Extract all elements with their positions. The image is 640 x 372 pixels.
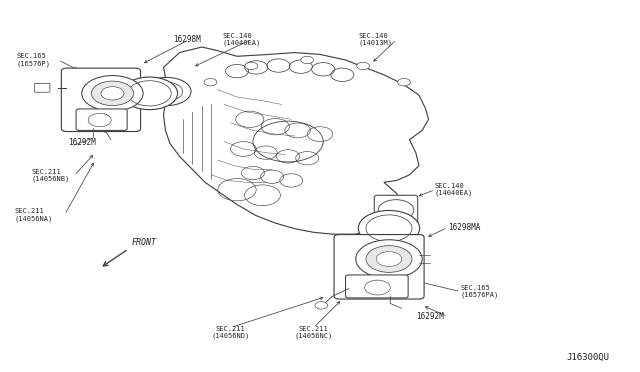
- Circle shape: [358, 211, 420, 246]
- Circle shape: [143, 77, 191, 106]
- Text: SEC.140
(14040EA): SEC.140 (14040EA): [435, 183, 473, 196]
- Text: J16300QU: J16300QU: [566, 353, 610, 362]
- Circle shape: [356, 62, 369, 70]
- Text: 16298M: 16298M: [173, 35, 201, 44]
- Text: SEC.140
(14013M): SEC.140 (14013M): [358, 33, 392, 46]
- Circle shape: [82, 76, 143, 111]
- Text: SEC.211
(14056NA): SEC.211 (14056NA): [15, 208, 53, 222]
- Circle shape: [101, 87, 124, 100]
- FancyBboxPatch shape: [346, 275, 408, 298]
- Text: 16292M: 16292M: [416, 312, 444, 321]
- Circle shape: [315, 302, 328, 309]
- Text: FRONT: FRONT: [132, 238, 157, 247]
- FancyBboxPatch shape: [374, 195, 418, 225]
- Circle shape: [245, 62, 258, 70]
- Text: SEC.165
(16576PA): SEC.165 (16576PA): [461, 285, 499, 298]
- Circle shape: [204, 78, 217, 86]
- FancyBboxPatch shape: [35, 83, 50, 92]
- Polygon shape: [164, 47, 429, 234]
- FancyBboxPatch shape: [334, 235, 424, 299]
- FancyBboxPatch shape: [76, 109, 127, 131]
- Circle shape: [376, 251, 402, 266]
- Circle shape: [356, 240, 422, 278]
- Text: SEC.165
(16576P): SEC.165 (16576P): [17, 53, 51, 67]
- Text: SEC.211
(14056NC): SEC.211 (14056NC): [294, 326, 333, 339]
- Text: 16292M: 16292M: [68, 138, 95, 147]
- Text: SEC.211
(14056NB): SEC.211 (14056NB): [31, 169, 70, 182]
- Text: SEC.140
(14040EA): SEC.140 (14040EA): [223, 33, 261, 46]
- Text: SEC.211
(14056ND): SEC.211 (14056ND): [211, 326, 250, 339]
- FancyBboxPatch shape: [61, 68, 141, 132]
- Circle shape: [122, 77, 177, 110]
- Circle shape: [397, 78, 410, 86]
- Text: 16298MA: 16298MA: [448, 223, 480, 232]
- Circle shape: [301, 56, 314, 64]
- Circle shape: [366, 246, 412, 272]
- Circle shape: [92, 81, 134, 106]
